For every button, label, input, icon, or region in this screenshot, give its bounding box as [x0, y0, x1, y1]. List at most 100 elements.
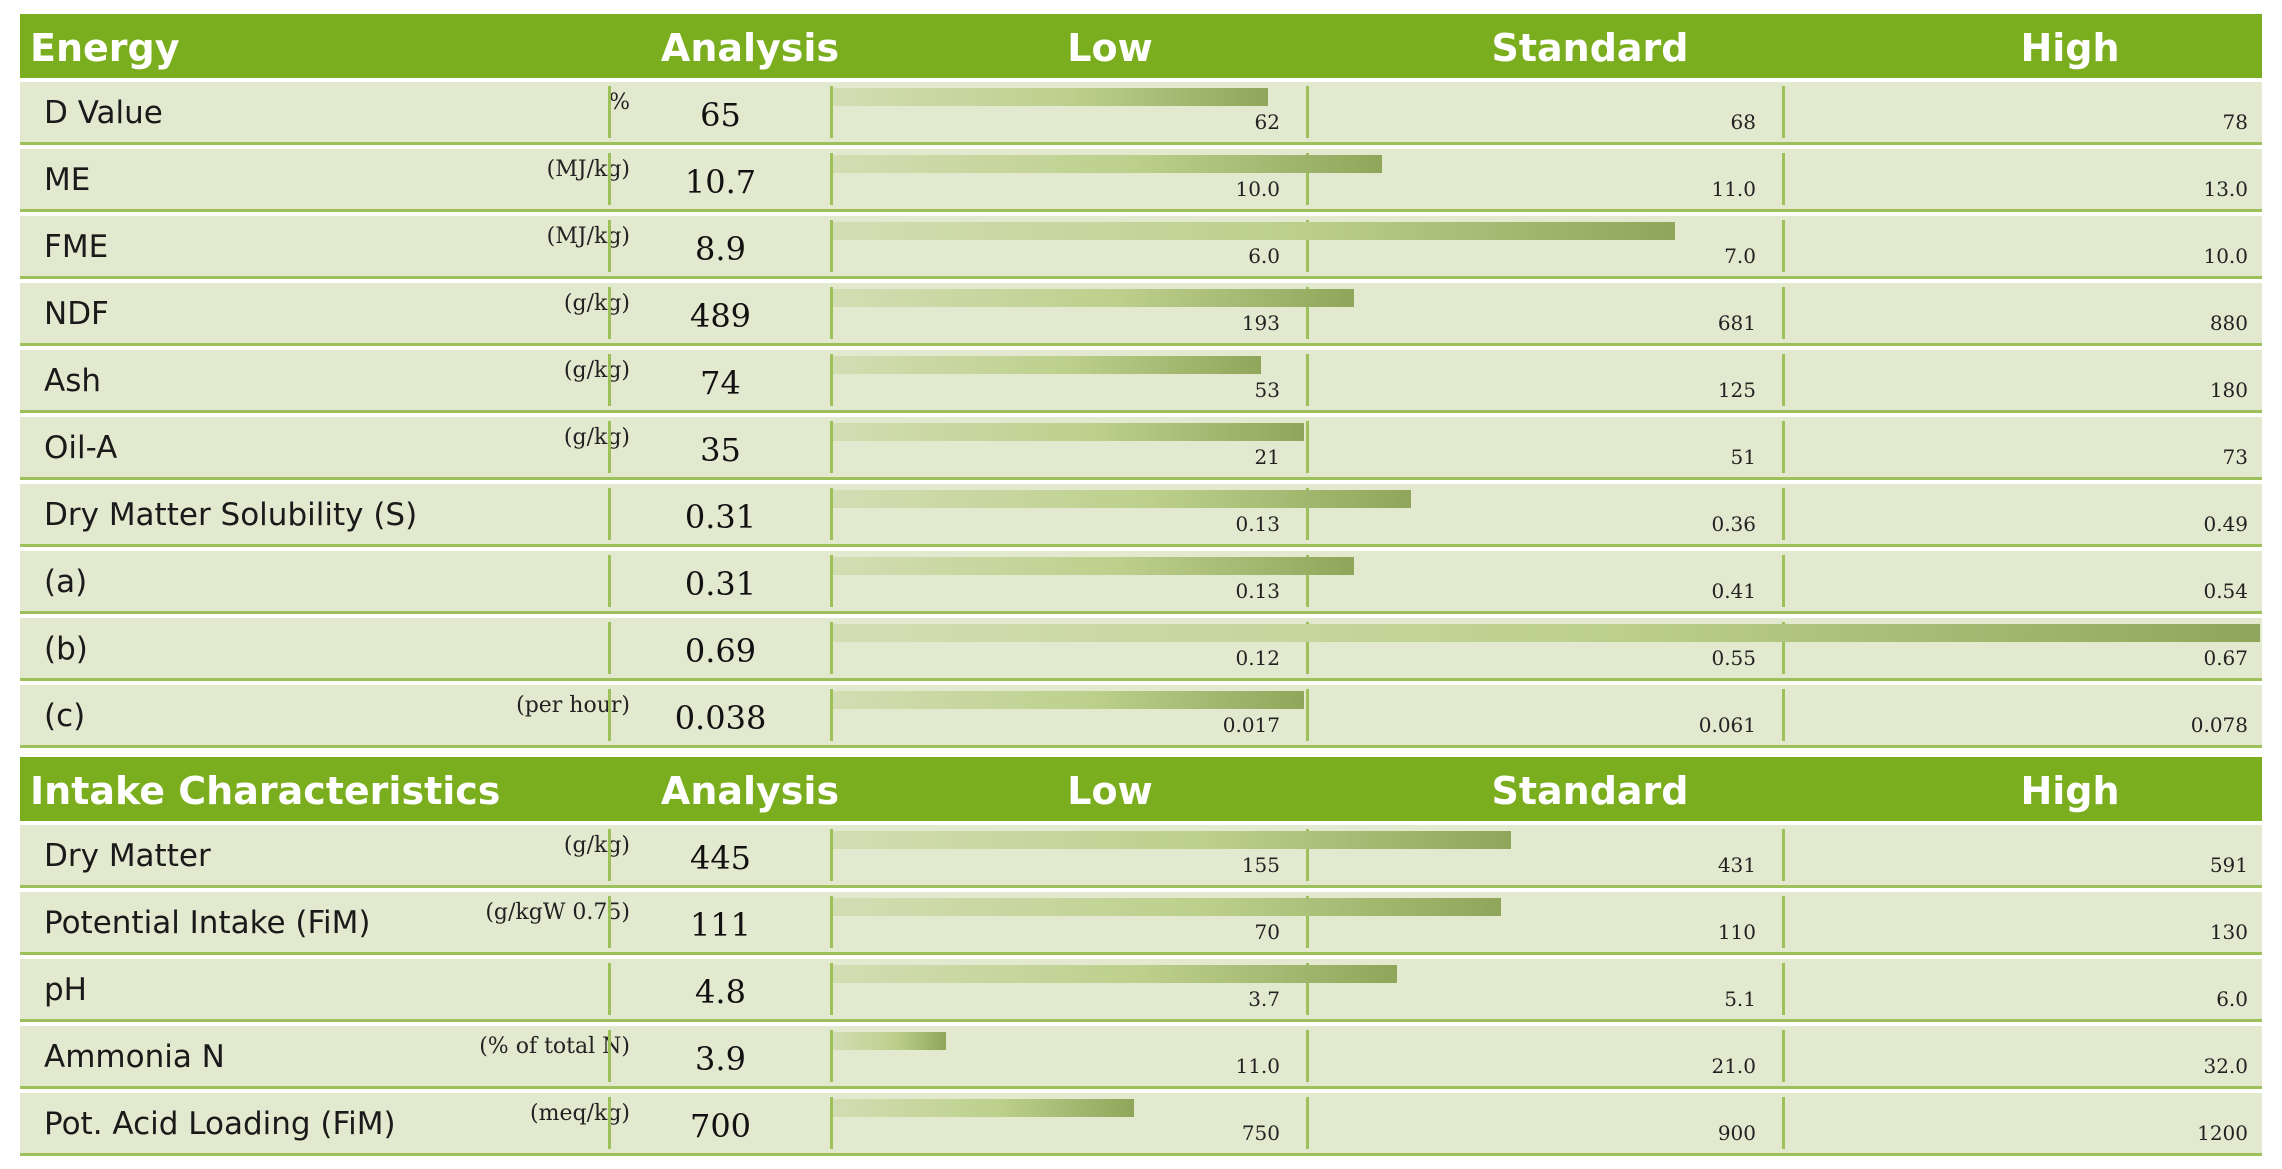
high-threshold: 73 [2222, 445, 2248, 469]
column-divider [608, 354, 611, 406]
analysis-value: 0.69 [684, 632, 757, 670]
row-unit: (MJ/kg) [546, 157, 630, 182]
column-divider [830, 555, 833, 607]
low-threshold: 70 [1254, 920, 1280, 944]
high-threshold: 78 [2222, 110, 2248, 134]
column-divider [608, 421, 611, 473]
column-divider [830, 354, 833, 406]
low-threshold: 0.13 [1235, 512, 1280, 536]
analysis-value: 445 [689, 839, 752, 877]
column-divider [1782, 555, 1785, 607]
column-divider [1306, 86, 1309, 138]
column-divider [608, 287, 611, 339]
column-divider [608, 963, 611, 1015]
row-label: Oil-A [44, 430, 118, 466]
column-divider [1782, 689, 1785, 741]
column-divider [830, 622, 833, 674]
analysis-value: 0.31 [684, 565, 757, 603]
column-divider [1782, 220, 1785, 272]
low-threshold: 6.0 [1248, 244, 1280, 268]
column-divider [608, 622, 611, 674]
analysis-value: 3.9 [695, 1040, 746, 1078]
standard-threshold: 11.0 [1711, 177, 1756, 201]
column-divider [1306, 622, 1309, 674]
row-label: pH [44, 972, 87, 1008]
table-title: Energy [30, 26, 180, 70]
column-divider [608, 689, 611, 741]
analysis-value: 4.8 [695, 973, 746, 1011]
analysis-bar [833, 691, 1304, 709]
low-threshold: 155 [1241, 853, 1280, 877]
analysis-value: 0.038 [674, 699, 767, 737]
high-threshold: 180 [2209, 378, 2248, 402]
row-unit: (g/kg) [563, 833, 630, 858]
analysis-value: 700 [689, 1107, 752, 1145]
table-row-ph: pH 4.8 3.7 5.1 6.0 [20, 959, 2262, 1022]
standard-column-header: Standard [1491, 769, 1689, 813]
standard-threshold: 21.0 [1711, 1054, 1756, 1078]
high-threshold: 13.0 [2203, 177, 2248, 201]
column-divider [608, 1097, 611, 1149]
low-threshold: 10.0 [1235, 177, 1280, 201]
table-row-ammonia-n: Ammonia N (% of total N) 3.9 11.0 21.0 32.0 [20, 1026, 2262, 1089]
low-threshold: 21 [1254, 445, 1280, 469]
analysis-bar [833, 490, 1411, 508]
analysis-bar [833, 155, 1382, 173]
standard-threshold: 5.1 [1724, 987, 1756, 1011]
column-divider [1782, 896, 1785, 948]
row-unit: (% of total N) [479, 1034, 630, 1059]
row-label: (c) [44, 698, 86, 734]
row-label: Pot. Acid Loading (FiM) [44, 1106, 396, 1142]
column-divider [1782, 829, 1785, 881]
analysis-bar [833, 965, 1397, 983]
table-row-c: (c) (per hour) 0.038 0.017 0.061 0.078 [20, 685, 2262, 748]
high-threshold: 32.0 [2203, 1054, 2248, 1078]
low-column-header: Low [1067, 26, 1153, 70]
low-threshold: 3.7 [1248, 987, 1280, 1011]
high-threshold: 0.67 [2203, 646, 2248, 670]
column-divider [830, 287, 833, 339]
analysis-value: 8.9 [695, 230, 746, 268]
table-title: Intake Characteristics [30, 769, 501, 813]
row-unit: (MJ/kg) [546, 224, 630, 249]
high-column-header: High [2020, 26, 2120, 70]
column-divider [1782, 963, 1785, 1015]
table-row-a: (a) 0.31 0.13 0.41 0.54 [20, 551, 2262, 614]
row-label: (b) [44, 631, 88, 667]
row-unit: (meq/kg) [530, 1101, 630, 1126]
row-label: (a) [44, 564, 88, 600]
standard-threshold: 0.55 [1711, 646, 1756, 670]
column-divider [1306, 354, 1309, 406]
standard-threshold: 431 [1717, 853, 1756, 877]
high-threshold: 0.54 [2203, 579, 2248, 603]
table-row-ndf: NDF (g/kg) 489 193 681 880 [20, 283, 2262, 346]
table-row-potential-intake-fim: Potential Intake (FiM) (g/kgW 0.75) 111 70 1… [20, 892, 2262, 955]
column-divider [1782, 1030, 1785, 1082]
analysis-bar [833, 222, 1675, 240]
column-divider [830, 689, 833, 741]
column-divider [1306, 689, 1309, 741]
column-divider [830, 421, 833, 473]
analysis-value: 0.31 [684, 498, 757, 536]
column-divider [830, 963, 833, 1015]
column-divider [1306, 287, 1309, 339]
column-divider [608, 488, 611, 540]
column-divider [830, 1030, 833, 1082]
column-divider [1782, 86, 1785, 138]
low-threshold: 11.0 [1235, 1054, 1280, 1078]
standard-threshold: 68 [1730, 110, 1756, 134]
analysis-value: 489 [689, 297, 752, 335]
column-divider [830, 86, 833, 138]
row-label: Dry Matter [44, 838, 211, 874]
analysis-bar [833, 88, 1268, 106]
analysis-bar [833, 356, 1261, 374]
analysis-value: 74 [700, 364, 741, 402]
column-divider [608, 153, 611, 205]
standard-threshold: 0.41 [1711, 579, 1756, 603]
column-divider [1306, 963, 1309, 1015]
column-divider [1782, 622, 1785, 674]
high-threshold: 0.49 [2203, 512, 2248, 536]
row-unit: (g/kg) [563, 425, 630, 450]
standard-threshold: 51 [1730, 445, 1756, 469]
high-threshold: 130 [2209, 920, 2248, 944]
